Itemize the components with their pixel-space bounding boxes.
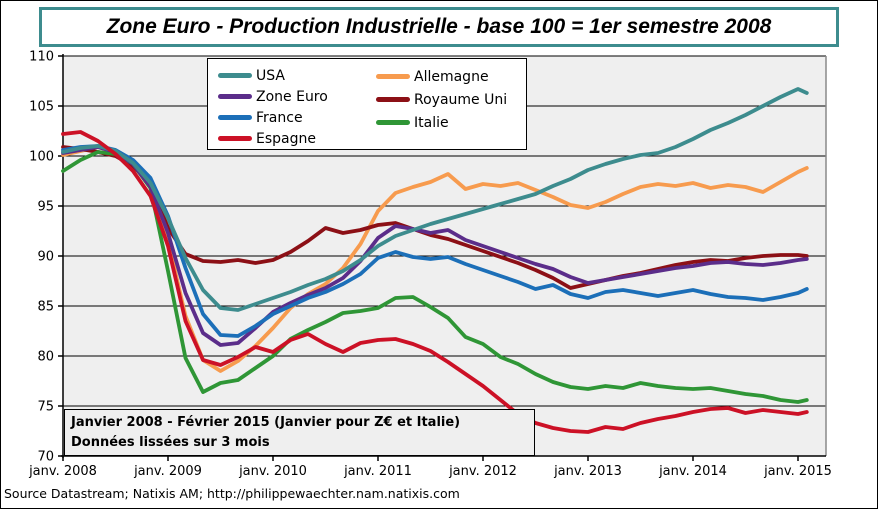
legend-line-swatch-usa	[218, 73, 252, 78]
legend-label-usa: USA	[256, 67, 285, 84]
annotation-line-2: Données lissées sur 3 mois	[71, 435, 270, 450]
legend-column-1: USA Zone Euro France Espagne	[218, 65, 376, 149]
legend-line-swatch-italie	[376, 120, 410, 125]
x-tick-label: janv. 2012	[448, 464, 517, 479]
y-tick-label: 75	[37, 400, 54, 415]
y-tick-label: 85	[37, 300, 54, 315]
y-tick-label: 70	[37, 450, 54, 465]
legend-label-espagne: Espagne	[256, 130, 316, 147]
legend-label-france: France	[256, 109, 303, 126]
legend-label-zone-euro: Zone Euro	[256, 88, 328, 105]
legend-line-swatch-allemagne	[376, 74, 410, 79]
y-tick-label: 80	[37, 350, 54, 365]
legend-line-swatch-zone-euro	[218, 94, 252, 99]
x-tick-label: janv. 2013	[553, 464, 622, 479]
annotation-box: Janvier 2008 - Février 2015 (Janvier pou…	[64, 409, 535, 456]
chart-legend: USA Zone Euro France Espagne Allemagne Royau…	[207, 58, 527, 150]
legend-line-swatch-espagne	[218, 136, 252, 141]
series-line-espagne	[61, 130, 809, 434]
x-tick-label: janv. 2008	[28, 464, 97, 479]
legend-label-royaume-uni: Royaume Uni	[414, 91, 508, 108]
y-tick-label: 110	[29, 50, 54, 65]
legend-item-espagne: Espagne	[218, 128, 376, 149]
annotation-line-1: Janvier 2008 - Février 2015 (Janvier pou…	[71, 415, 461, 430]
x-tick-label: janv. 2015	[763, 464, 832, 479]
y-tick-label: 95	[37, 200, 54, 215]
x-tick-label: janv. 2011	[343, 464, 412, 479]
y-tick-label: 105	[29, 100, 54, 115]
x-tick-label: janv. 2014	[658, 464, 727, 479]
source-text: Source Datastream; Natixis AM; http://ph…	[4, 486, 460, 501]
legend-label-allemagne: Allemagne	[414, 68, 489, 85]
legend-item-usa: USA	[218, 65, 376, 86]
y-tick-label: 100	[29, 150, 54, 165]
legend-column-2: Allemagne Royaume Uni Italie	[376, 65, 507, 149]
legend-item-italie: Italie	[376, 111, 507, 134]
series-line-usa	[61, 87, 809, 312]
x-tick-label: janv. 2010	[238, 464, 307, 479]
legend-item-france: France	[218, 107, 376, 128]
chart-title: Zone Euro - Production Industrielle - ba…	[106, 15, 772, 38]
series-line-france	[61, 144, 809, 338]
legend-item-zone-euro: Zone Euro	[218, 86, 376, 107]
legend-item-allemagne: Allemagne	[376, 65, 507, 88]
y-tick-label: 90	[37, 250, 54, 265]
legend-line-swatch-france	[218, 115, 252, 120]
legend-item-royaume-uni: Royaume Uni	[376, 88, 507, 111]
series-line-italie	[61, 150, 809, 404]
series-line-royaume-uni	[61, 145, 809, 290]
chart-title-box: Zone Euro - Production Industrielle - ba…	[39, 7, 839, 47]
x-tick-label: janv. 2009	[133, 464, 202, 479]
legend-label-italie: Italie	[414, 114, 449, 131]
series-line-zone-euro	[61, 145, 809, 347]
legend-line-swatch-royaume-uni	[376, 97, 410, 102]
